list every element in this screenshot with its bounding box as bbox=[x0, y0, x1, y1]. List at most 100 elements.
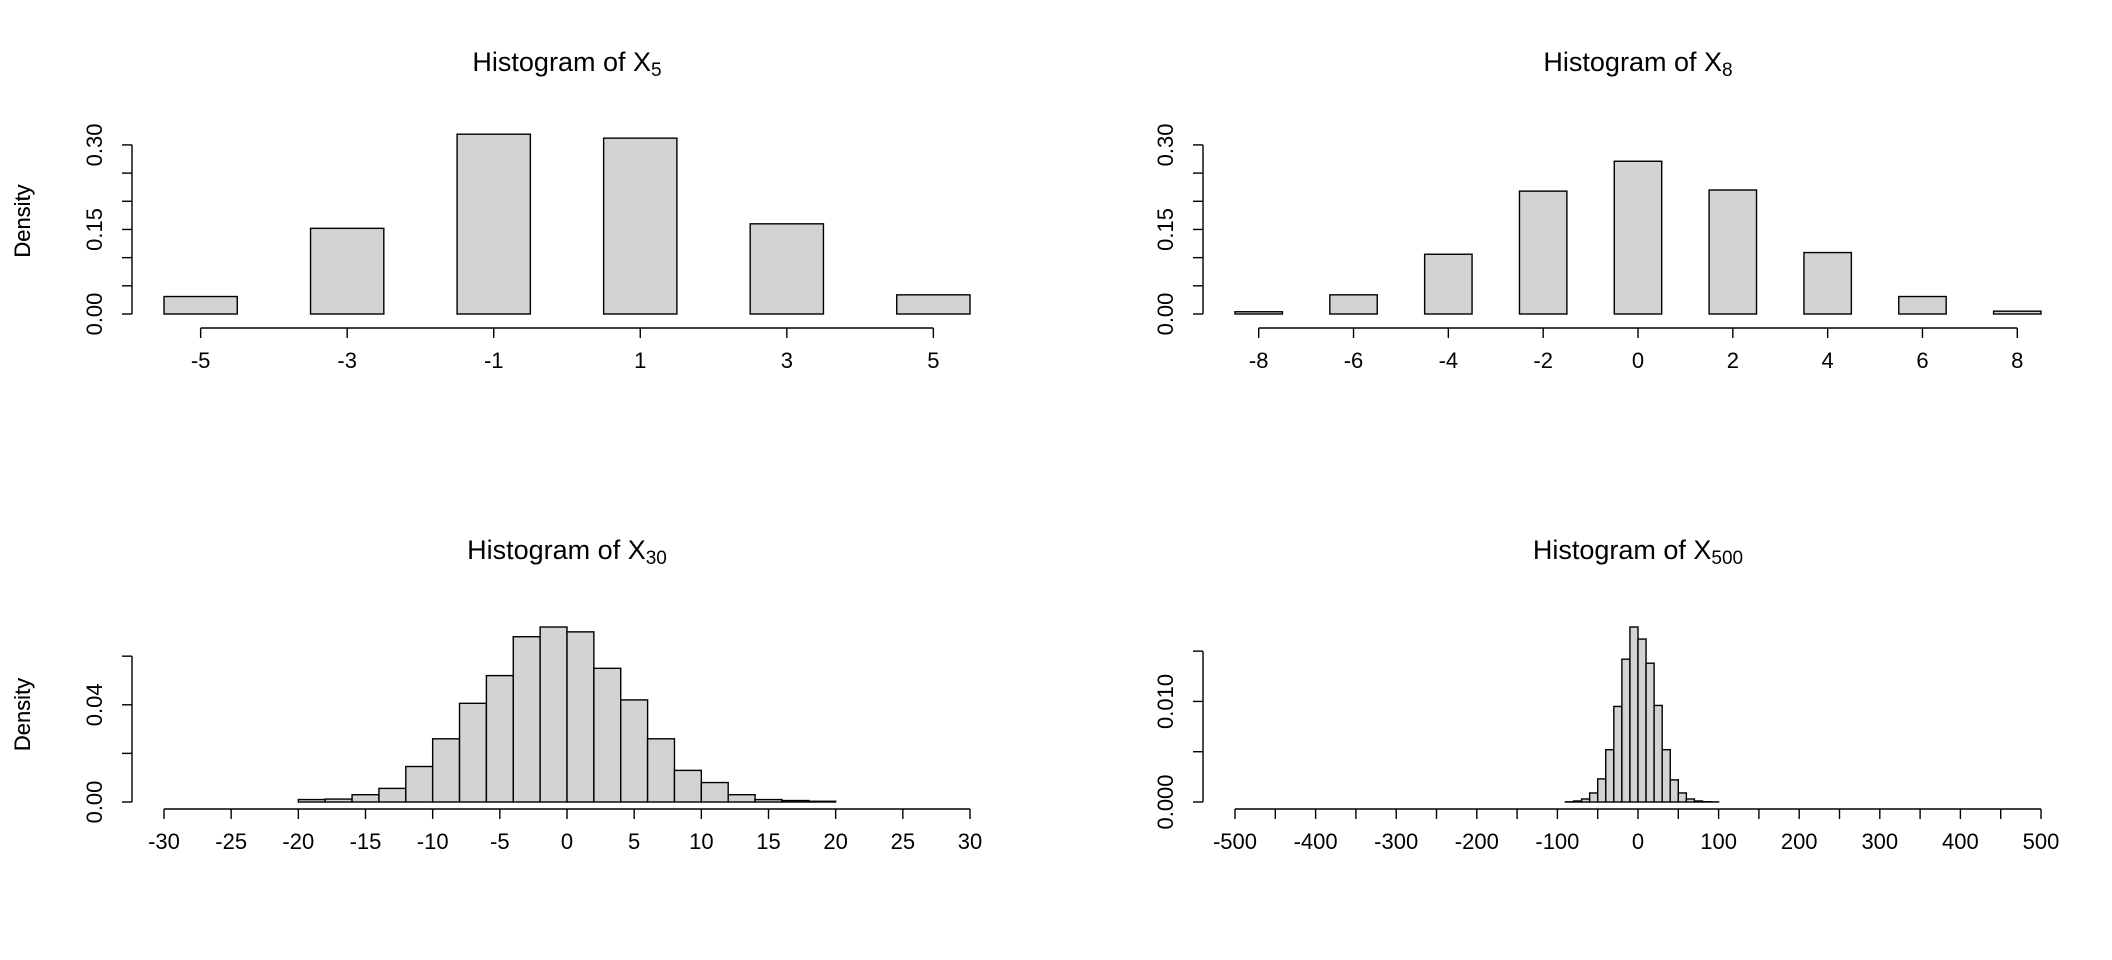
x-tick-label: -15 bbox=[350, 829, 382, 854]
bar bbox=[163, 295, 238, 315]
x-tick-label: -10 bbox=[417, 829, 449, 854]
title-subscript: 30 bbox=[646, 548, 667, 569]
x-tick-label: 5 bbox=[927, 348, 939, 373]
x-tick-label: 3 bbox=[781, 348, 793, 373]
x-tick-label: 400 bbox=[1942, 829, 1979, 854]
x-tick-label: 0 bbox=[1632, 348, 1644, 373]
bar bbox=[646, 738, 676, 803]
bar bbox=[700, 781, 729, 803]
x-tick-label: -8 bbox=[1249, 348, 1269, 373]
bar bbox=[1234, 311, 1284, 315]
bar bbox=[309, 227, 385, 315]
x-tick-label: 4 bbox=[1822, 348, 1834, 373]
bar bbox=[431, 738, 461, 803]
x-tick-label: 0 bbox=[561, 829, 573, 854]
bar bbox=[1645, 662, 1655, 803]
x-tick-label: -20 bbox=[282, 829, 314, 854]
bar bbox=[297, 798, 326, 803]
chart-title: Histogram of X8 bbox=[1543, 47, 1732, 81]
x-tick-label: -200 bbox=[1455, 829, 1499, 854]
y-tick-label: 0.000 bbox=[1153, 774, 1178, 829]
y-tick-label: 0.00 bbox=[82, 781, 107, 824]
bar bbox=[754, 798, 783, 803]
chart-title: Histogram of X30 bbox=[467, 535, 667, 569]
bar bbox=[1613, 705, 1623, 803]
x-tick-label: 6 bbox=[1916, 348, 1928, 373]
bar bbox=[1518, 190, 1568, 315]
bar bbox=[1685, 798, 1696, 803]
x-tick-label: -100 bbox=[1535, 829, 1579, 854]
x-tick-label: 8 bbox=[2011, 348, 2023, 373]
x-tick-label: 25 bbox=[891, 829, 915, 854]
x-tick-label: -2 bbox=[1533, 348, 1553, 373]
x-tick-label: 20 bbox=[823, 829, 847, 854]
bar bbox=[1621, 658, 1631, 803]
bar bbox=[1423, 253, 1473, 315]
bar bbox=[1653, 704, 1663, 803]
bar bbox=[727, 794, 756, 803]
x-tick-label: 5 bbox=[628, 829, 640, 854]
y-axis-label: Density bbox=[10, 678, 35, 751]
x-tick-label: -4 bbox=[1439, 348, 1459, 373]
x-tick-label: -400 bbox=[1294, 829, 1338, 854]
x-tick-label: 300 bbox=[1861, 829, 1898, 854]
bar bbox=[456, 133, 532, 315]
bar bbox=[458, 702, 488, 803]
bar bbox=[781, 799, 810, 803]
y-tick-label: 0.04 bbox=[82, 683, 107, 726]
bar bbox=[1803, 251, 1853, 315]
title-text: Histogram of X bbox=[1543, 47, 1722, 77]
x-tick-label: -1 bbox=[484, 348, 504, 373]
x-tick-label: -6 bbox=[1344, 348, 1364, 373]
bar bbox=[1708, 189, 1758, 315]
y-tick-label: 0.30 bbox=[82, 123, 107, 166]
x-tick-label: 200 bbox=[1781, 829, 1818, 854]
bar bbox=[1992, 310, 2042, 315]
bar bbox=[405, 765, 434, 803]
x-tick-label: -25 bbox=[215, 829, 247, 854]
y-tick-label: 0.00 bbox=[1153, 293, 1178, 336]
y-axis-label: Density bbox=[10, 184, 35, 257]
title-subscript: 8 bbox=[1722, 60, 1733, 81]
bar bbox=[896, 294, 971, 315]
x-tick-label: 15 bbox=[756, 829, 780, 854]
bar bbox=[1669, 779, 1679, 803]
bar bbox=[324, 798, 353, 803]
y-tick-label: 0.00 bbox=[82, 293, 107, 336]
x-tick-label: -5 bbox=[490, 829, 510, 854]
bar bbox=[1588, 792, 1599, 803]
title-subscript: 5 bbox=[651, 60, 662, 81]
x-tick-label: -5 bbox=[191, 348, 211, 373]
x-tick-label: 30 bbox=[958, 829, 982, 854]
title-text: Histogram of X bbox=[472, 47, 651, 77]
bar bbox=[378, 787, 407, 803]
title-text: Histogram of X bbox=[467, 535, 646, 565]
x-tick-label: 100 bbox=[1700, 829, 1737, 854]
x-tick-label: 10 bbox=[689, 829, 713, 854]
bar bbox=[1596, 778, 1607, 803]
bar bbox=[1629, 626, 1639, 803]
bar bbox=[512, 636, 541, 803]
x-tick-label: -300 bbox=[1374, 829, 1418, 854]
title-text: Histogram of X bbox=[1533, 535, 1712, 565]
y-tick-label: 0.010 bbox=[1153, 674, 1178, 729]
x-tick-label: -500 bbox=[1213, 829, 1257, 854]
y-tick-label: 0.15 bbox=[1153, 208, 1178, 251]
bar bbox=[1677, 792, 1688, 803]
x-tick-label: -3 bbox=[337, 348, 357, 373]
x-tick-label: 1 bbox=[634, 348, 646, 373]
x-tick-label: 2 bbox=[1727, 348, 1739, 373]
bar bbox=[602, 137, 678, 315]
bar bbox=[1580, 798, 1591, 803]
y-tick-label: 0.15 bbox=[82, 208, 107, 251]
bar bbox=[1613, 160, 1663, 315]
x-tick-label: -30 bbox=[148, 829, 180, 854]
bar bbox=[1572, 800, 1583, 803]
bar bbox=[539, 626, 568, 803]
bar bbox=[485, 674, 514, 803]
bar bbox=[808, 800, 837, 803]
bar bbox=[351, 794, 380, 803]
bar bbox=[749, 223, 825, 315]
